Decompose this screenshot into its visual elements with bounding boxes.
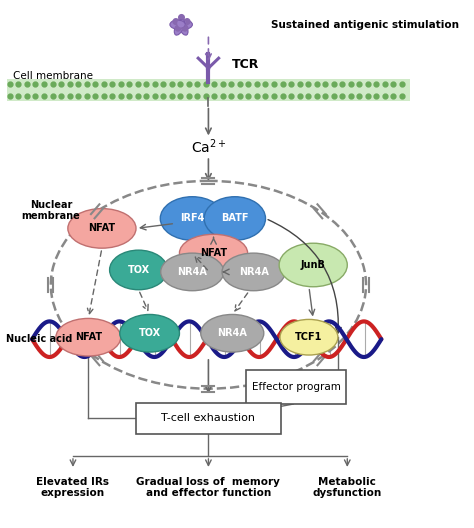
Ellipse shape: [160, 197, 224, 240]
Text: Cell membrane: Cell membrane: [13, 71, 93, 81]
Text: TCF1: TCF1: [295, 332, 323, 342]
Text: BATF: BATF: [221, 213, 248, 223]
Ellipse shape: [280, 319, 338, 355]
Bar: [136, 402, 281, 434]
Ellipse shape: [170, 20, 185, 29]
Text: Ca$^{2+}$: Ca$^{2+}$: [191, 137, 226, 156]
Text: NFAT: NFAT: [75, 332, 102, 342]
Text: Nuclear
membrane: Nuclear membrane: [21, 200, 80, 221]
Text: TOX: TOX: [128, 265, 150, 275]
Text: IRF4: IRF4: [180, 213, 204, 223]
Text: NFAT: NFAT: [200, 248, 227, 258]
Text: Metabolic
dysfunction: Metabolic dysfunction: [313, 477, 382, 498]
Ellipse shape: [204, 197, 265, 240]
Text: Sustained antigenic stimulation: Sustained antigenic stimulation: [271, 20, 459, 30]
Ellipse shape: [56, 318, 121, 356]
Ellipse shape: [178, 19, 188, 35]
Text: NR4A: NR4A: [218, 328, 247, 338]
Bar: [246, 370, 346, 403]
Text: Elevated IRs
expression: Elevated IRs expression: [36, 477, 109, 498]
Ellipse shape: [109, 250, 167, 290]
Ellipse shape: [68, 209, 136, 248]
Text: T-cell exhaustion: T-cell exhaustion: [162, 413, 255, 423]
Ellipse shape: [180, 234, 247, 272]
Text: Effector program: Effector program: [252, 382, 341, 392]
Text: TOX: TOX: [138, 328, 161, 338]
Text: JunB: JunB: [301, 260, 326, 270]
Ellipse shape: [279, 243, 347, 287]
Ellipse shape: [222, 253, 285, 291]
Ellipse shape: [120, 315, 180, 352]
Bar: [7, 79, 410, 101]
Text: NR4A: NR4A: [177, 267, 207, 277]
Ellipse shape: [201, 315, 264, 352]
Text: NR4A: NR4A: [238, 267, 268, 277]
Ellipse shape: [161, 253, 224, 291]
Text: TCR: TCR: [232, 58, 260, 71]
Text: Gradual loss of  memory
and effector function: Gradual loss of memory and effector func…: [137, 477, 280, 498]
Text: Nucleic acid: Nucleic acid: [6, 334, 72, 344]
Ellipse shape: [174, 19, 184, 35]
Text: NFAT: NFAT: [88, 223, 116, 233]
Text: ✿: ✿: [171, 13, 191, 36]
Ellipse shape: [177, 20, 192, 29]
